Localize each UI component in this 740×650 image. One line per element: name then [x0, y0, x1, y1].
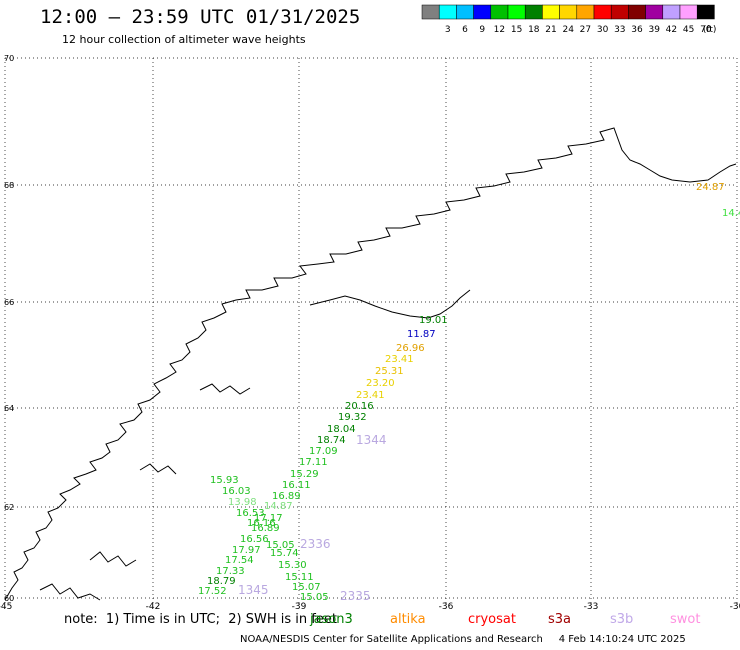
wave-height-value: 15.05	[266, 540, 295, 551]
wave-height-value: 17.17	[254, 513, 283, 524]
wave-height-value: 18.04	[327, 424, 356, 435]
legend-tick-label: 36	[631, 25, 643, 35]
wave-height-value: 16.16	[247, 518, 276, 529]
legend-tick-label: 12	[494, 25, 505, 35]
map-title: 12:00 – 23:59 UTC 01/31/2025	[40, 6, 361, 28]
longitude-label: -33	[584, 602, 599, 612]
pass-number: 1344	[356, 433, 387, 447]
satellite-label: altika	[390, 612, 426, 627]
wave-height-value: 14.4	[722, 208, 740, 219]
wave-height-value: 25.31	[375, 366, 404, 377]
longitude-label: -30	[730, 602, 740, 612]
wave-height-value: 13.98	[228, 497, 257, 508]
longitude-label: -42	[146, 602, 161, 612]
latitude-label: 62	[4, 503, 14, 512]
legend-tick-label: 15	[511, 25, 522, 35]
wave-height-value: 18.74	[317, 435, 346, 446]
map-subtitle: 12 hour collection of altimeter wave hei…	[62, 33, 306, 46]
wave-height-value: 18.79	[207, 576, 236, 587]
wave-height-value: 15.11	[285, 572, 314, 583]
greenland-coastline	[4, 127, 737, 601]
longitude-label: -45	[0, 602, 12, 612]
wave-height-value: 16.53	[236, 508, 265, 519]
wave-height-value: 16.03	[222, 486, 251, 497]
legend-tick-label: 45	[683, 25, 694, 35]
wave-height-value: 15.93	[210, 475, 239, 486]
latitude-label: 66	[4, 298, 14, 307]
wave-height-value: 23.41	[356, 390, 385, 401]
wave-height-value: 17.09	[309, 446, 338, 457]
longitude-label: -36	[439, 602, 454, 612]
wave-height-value: 16.11	[282, 480, 311, 491]
wave-height-value: 20.16	[345, 401, 374, 412]
legend-tick-label: 18	[528, 25, 540, 35]
legend-tick-label: 24	[562, 25, 574, 35]
legend-tick-label: 30	[597, 25, 609, 35]
satellite-label: swot	[670, 612, 701, 627]
wave-height-value: 15.74	[270, 548, 299, 559]
wave-height-value: 16.89	[272, 491, 301, 502]
satellite-label: s3a	[548, 612, 572, 627]
satellite-label: s3b	[610, 612, 634, 627]
legend-tick-label: 27	[580, 25, 591, 35]
longitude-label: -39	[292, 602, 307, 612]
legend-tick-label: 6	[462, 25, 468, 35]
legend-tick-label: 33	[614, 25, 625, 35]
footer-credit: NOAA/NESDIS Center for Satellite Applica…	[240, 634, 686, 645]
wave-height-value: 15.07	[292, 582, 321, 593]
wave-height-value: 17.11	[299, 457, 328, 468]
latitude-label: 70	[4, 54, 14, 63]
wave-height-value: 11.87	[407, 329, 436, 340]
legend-tick-label: 42	[666, 25, 677, 35]
wave-height-labels: 24.8714.419.0111.8726.9623.4125.3123.202…	[198, 182, 740, 603]
wave-height-value: 17.52	[198, 586, 227, 597]
satellite-label: jason3	[310, 612, 353, 627]
pass-number: 2335	[340, 589, 371, 603]
wave-height-value: 15.29	[290, 469, 319, 480]
wave-height-value: 14.87	[264, 501, 293, 512]
legend-tick-label: 9	[479, 25, 485, 35]
wave-height-value: 23.20	[366, 378, 395, 389]
wave-height-value: 16.89	[251, 523, 280, 534]
wave-height-value: 17.54	[225, 555, 254, 566]
wave-height-value: 23.41	[385, 354, 414, 365]
wave-height-value: 19.32	[338, 412, 367, 423]
legend-units: (ft)	[703, 25, 717, 35]
legend-tick-label: 39	[648, 25, 660, 35]
legend-tick-label: 21	[545, 25, 556, 35]
legend-tick-label: 70	[700, 25, 712, 35]
pass-number-labels: 1344 2336 1345 2335	[238, 433, 387, 603]
pass-number: 2336	[300, 537, 331, 551]
latitude-label: 68	[4, 181, 14, 190]
wave-height-value: 17.97	[232, 545, 261, 556]
legend-swatch	[696, 4, 715, 20]
wave-height-value: 15.30	[278, 560, 307, 571]
footer-note: note: 1) Time is in UTC; 2) SWH is in fe…	[64, 612, 337, 627]
color-legend: 3 6 9 12 15 18 21 24 27 30 33 36 39 42 45 70(ft)	[421, 4, 717, 35]
lat-lon-grid: 70 68 66 64 62 60-45 -42 -39 -36 -33 -30	[0, 54, 740, 612]
wave-height-value: 24.87	[696, 182, 725, 193]
latitude-label: 60	[4, 594, 14, 603]
wave-height-value: 19.01	[419, 315, 448, 326]
pass-number: 1345	[238, 583, 269, 597]
wave-height-value: 26.96	[396, 343, 425, 354]
wave-height-value: 16.56	[240, 534, 269, 545]
wave-height-value: 15.05	[300, 592, 329, 603]
wave-height-value: 17.33	[216, 566, 245, 577]
legend-tick-label: 3	[445, 25, 451, 35]
satellite-label: cryosat	[468, 612, 516, 627]
latitude-label: 64	[4, 404, 14, 413]
